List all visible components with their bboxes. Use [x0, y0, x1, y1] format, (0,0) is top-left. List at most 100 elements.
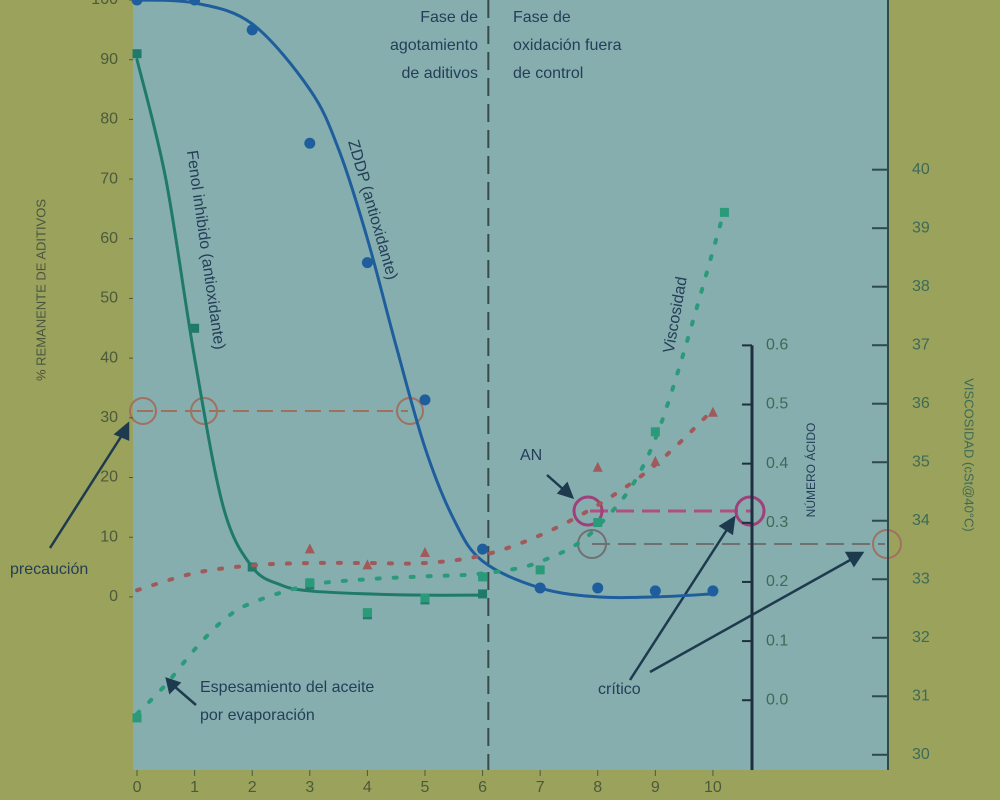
x-tick-label: 2 — [248, 779, 257, 796]
point — [304, 543, 315, 554]
annotation: Espesamiento del aceite — [200, 679, 374, 696]
point — [592, 461, 603, 472]
marker-circle — [190, 397, 218, 425]
x-tick-label: 7 — [536, 779, 545, 796]
x-tick-label: 1 — [190, 779, 199, 796]
series-line — [135, 0, 715, 600]
y2-tick-label: 36 — [912, 395, 930, 412]
x-tick-label: 8 — [593, 779, 602, 796]
y2-tick-label: 34 — [912, 512, 930, 529]
x-tick-label: 5 — [421, 779, 430, 796]
marker-circle — [129, 397, 157, 425]
y3-axis-title: NÚMERO ÁCIDO — [803, 423, 818, 518]
point — [650, 455, 661, 466]
point — [361, 257, 373, 269]
arrow-head — [165, 677, 182, 695]
point — [535, 565, 545, 575]
point — [131, 0, 143, 6]
y-tick-label: 20 — [100, 469, 118, 486]
point — [477, 543, 489, 555]
x-tick-label: 9 — [651, 779, 660, 796]
y3-tick-label: 0.3 — [766, 514, 788, 531]
arrow-head — [718, 515, 736, 536]
phase-label: oxidación fuera — [513, 37, 622, 54]
y-tick-label: 90 — [100, 51, 118, 68]
point — [189, 0, 201, 6]
y2-axis-title: VISCOSIDAD (cSt@40°C) — [962, 378, 977, 531]
y2-tick-label: 30 — [912, 746, 930, 763]
annotation: por evaporación — [200, 707, 315, 724]
phase-label: Fase de — [420, 9, 478, 26]
y3-tick-label: 0.2 — [766, 573, 788, 590]
y2-tick-label: 31 — [912, 687, 930, 704]
y-tick-label: 0 — [109, 588, 118, 605]
y2-tick-label: 33 — [912, 570, 930, 587]
point — [419, 394, 431, 406]
y2-tick-label: 35 — [912, 453, 930, 470]
point — [649, 585, 661, 597]
point — [362, 608, 372, 618]
curve-label: AN — [520, 447, 542, 464]
arrow — [628, 527, 730, 681]
point — [592, 582, 604, 594]
y3-tick-label: 0.4 — [766, 455, 788, 472]
y-tick-label: 40 — [100, 349, 118, 366]
plot-area — [133, 0, 888, 770]
arrow — [173, 685, 197, 706]
marker-circle — [572, 495, 604, 527]
y3-tick-label: 0.0 — [766, 691, 788, 708]
point — [707, 585, 719, 597]
point — [190, 323, 200, 333]
y-tick-label: 100 — [91, 0, 118, 8]
y2-tick-label: 39 — [912, 219, 930, 236]
point — [419, 546, 430, 557]
y3-tick-label: 0.5 — [766, 396, 788, 413]
y-tick-label: 60 — [100, 230, 118, 247]
arrow — [48, 431, 126, 549]
phase-label: de aditivos — [402, 65, 479, 82]
marker-circle — [734, 495, 766, 527]
phase-label: de control — [513, 65, 583, 82]
arrow-head — [844, 551, 865, 568]
point — [719, 207, 729, 217]
point — [305, 578, 315, 588]
y-tick-label: 50 — [100, 290, 118, 307]
y-tick-label: 30 — [100, 409, 118, 426]
x-tick-label: 4 — [363, 779, 372, 796]
point — [304, 137, 316, 149]
x-tick-label: 6 — [478, 779, 487, 796]
arrow — [546, 474, 565, 491]
point — [650, 427, 660, 437]
y-tick-label: 80 — [100, 111, 118, 128]
y2-tick-label: 32 — [912, 629, 930, 646]
series-line — [135, 58, 485, 597]
point — [132, 49, 142, 59]
phase-label: Fase de — [513, 9, 571, 26]
point — [420, 593, 430, 603]
x-tick-label: 0 — [133, 779, 142, 796]
annotation: crítico — [598, 681, 641, 698]
point — [534, 582, 546, 594]
y2-tick-label: 40 — [912, 161, 930, 178]
point — [707, 406, 718, 417]
y-tick-label: 10 — [100, 528, 118, 545]
annotation: precaución — [10, 561, 88, 578]
phase-label: agotamiento — [390, 37, 478, 54]
x-tick-label: 3 — [305, 779, 314, 796]
point — [593, 518, 603, 527]
y2-tick-label: 38 — [912, 278, 930, 295]
point — [246, 24, 258, 36]
point — [132, 713, 142, 723]
x-tick-label: 10 — [704, 779, 722, 796]
y3-tick-label: 0.6 — [766, 337, 788, 354]
point — [478, 589, 488, 599]
y-tick-label: 70 — [100, 170, 118, 187]
point — [478, 572, 488, 582]
point — [362, 559, 373, 570]
y3-tick-label: 0.1 — [766, 632, 788, 649]
arrow-head — [113, 421, 130, 441]
y-axis-title: % REMANENTE DE ADITIVOS — [33, 199, 48, 381]
arrow-head — [556, 481, 575, 499]
series-line — [135, 407, 715, 593]
